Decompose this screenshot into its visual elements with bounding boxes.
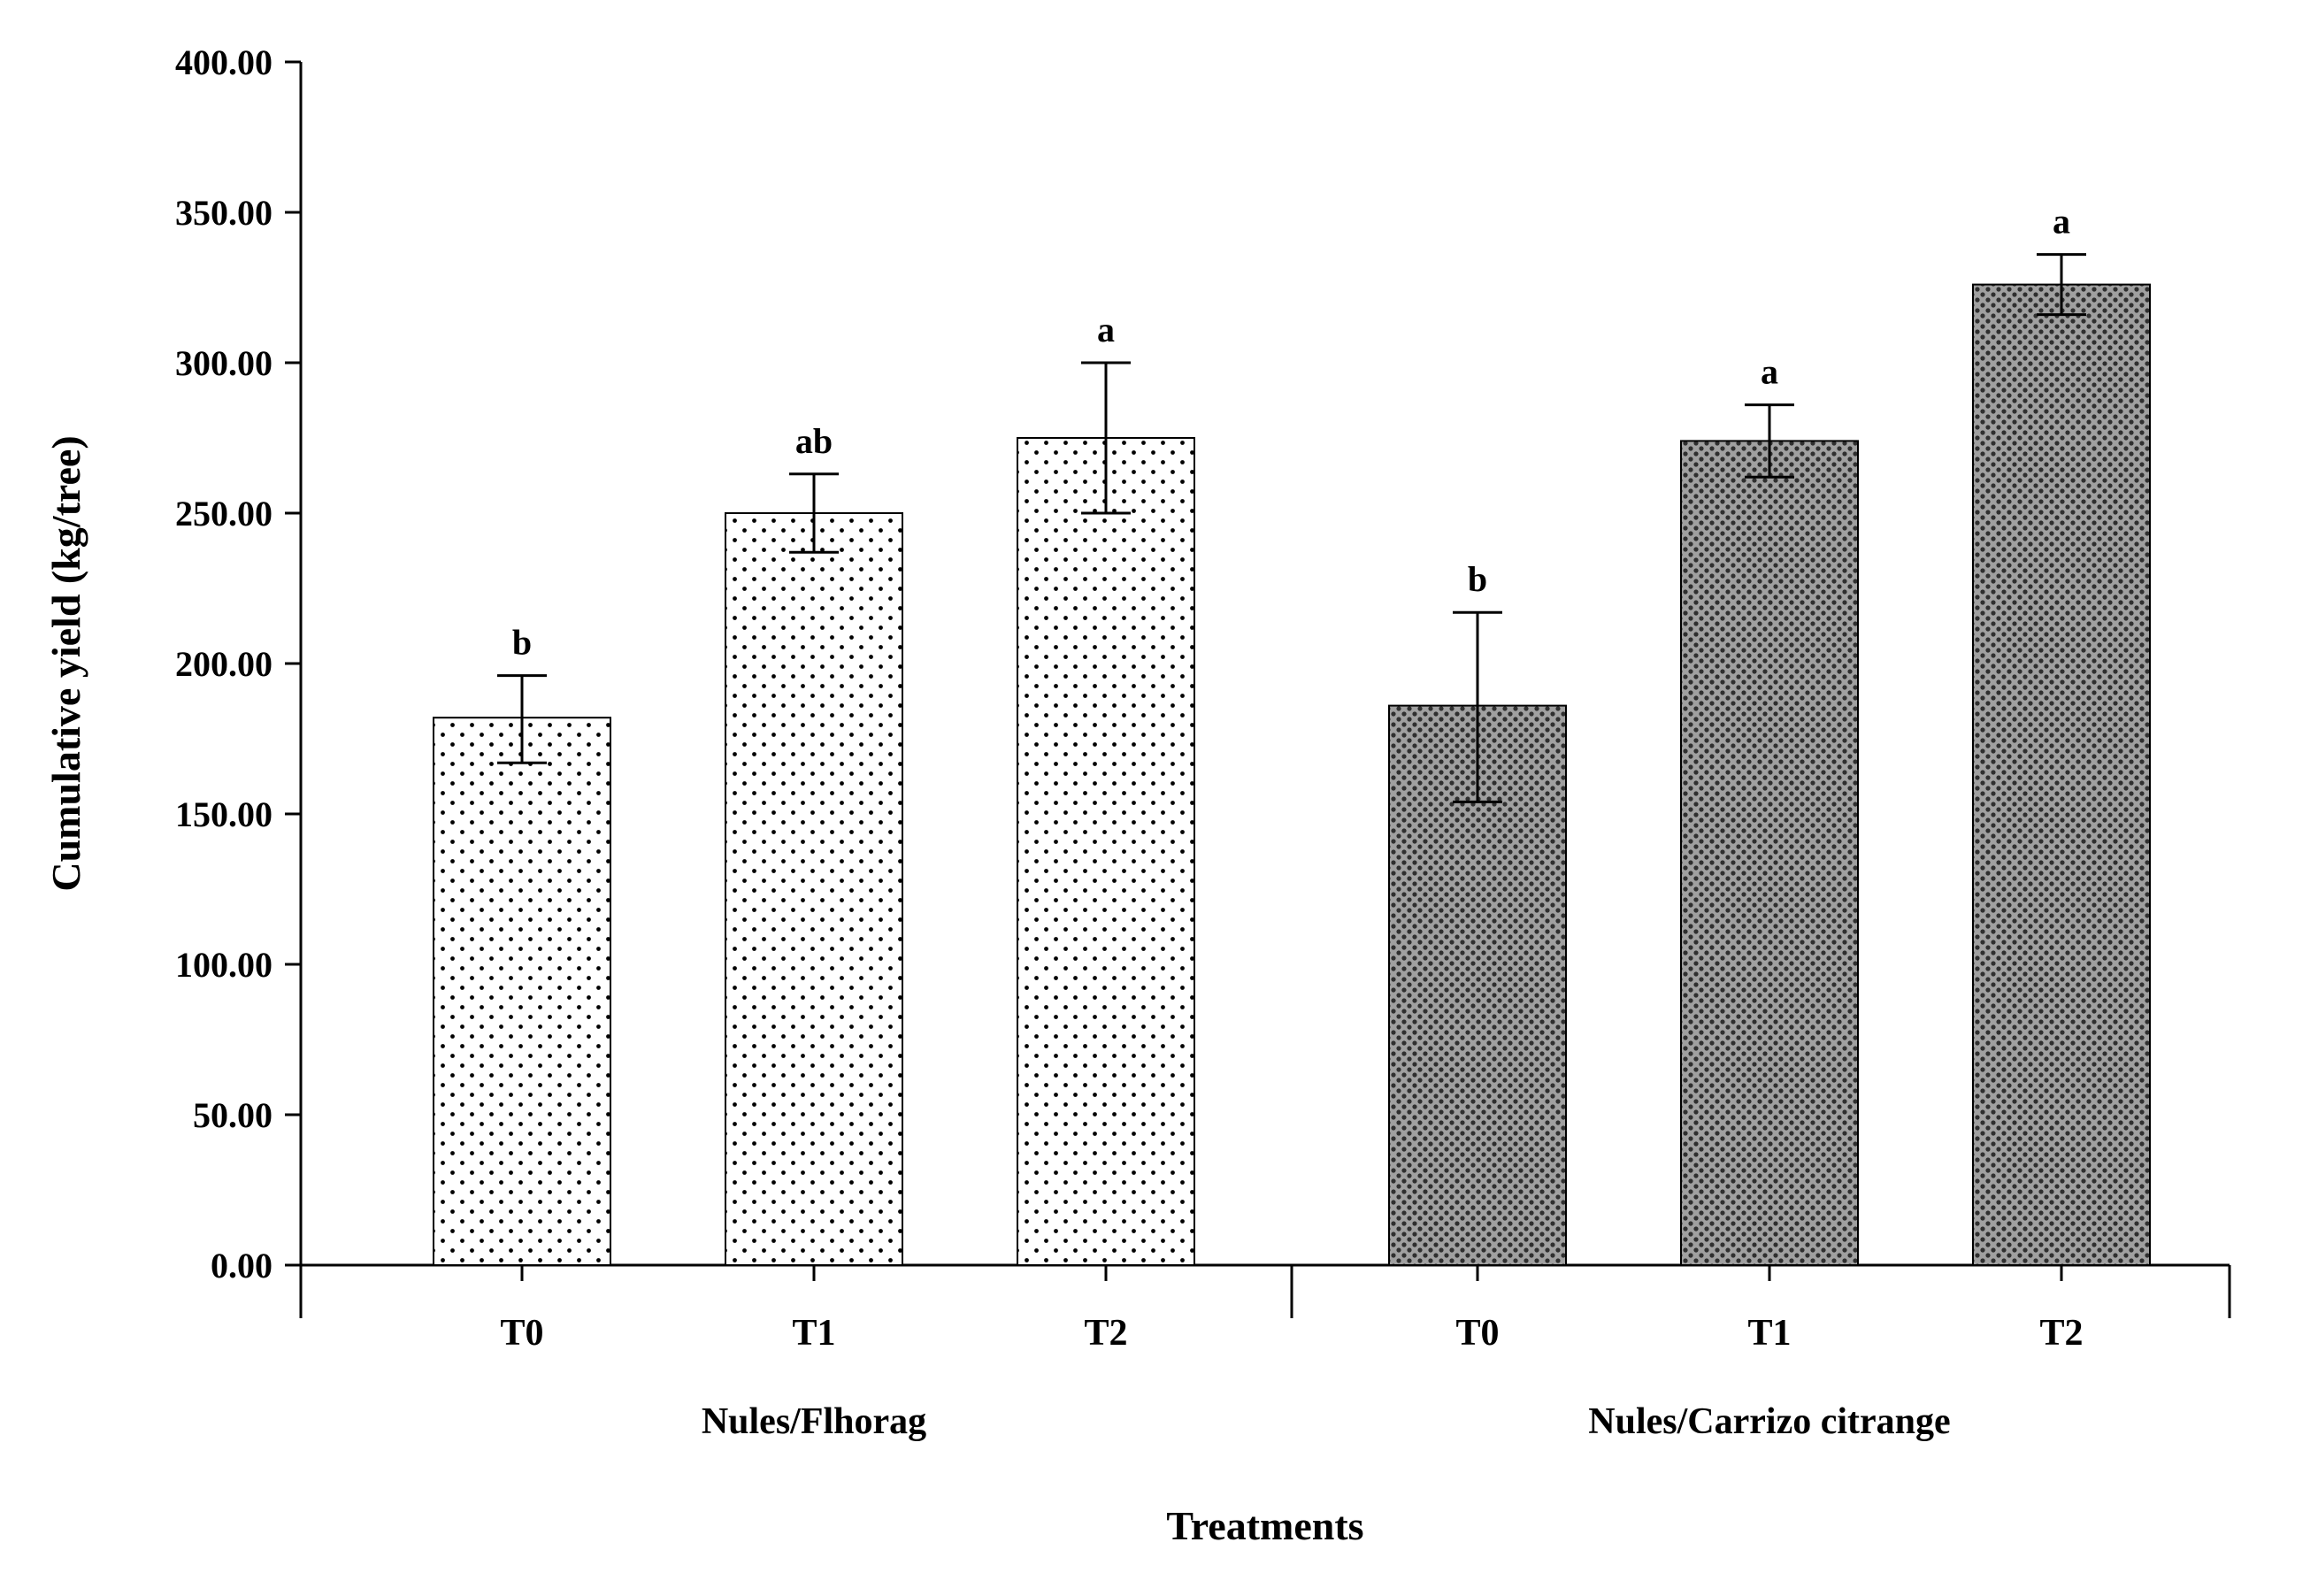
significance-label: b (512, 623, 532, 663)
y-tick-label: 200.00 (175, 644, 272, 684)
x-category-label: T2 (2039, 1313, 2083, 1354)
bar (1017, 438, 1194, 1265)
y-tick-label: 0.00 (211, 1246, 272, 1285)
significance-label: b (1468, 559, 1487, 599)
y-tick-label: 300.00 (175, 343, 272, 383)
bar (434, 717, 610, 1265)
significance-label: a (2053, 202, 2070, 242)
x-category-label: T0 (500, 1313, 543, 1354)
y-tick-label: 400.00 (175, 42, 272, 82)
y-tick-label: 350.00 (175, 193, 272, 233)
y-tick-label: 250.00 (175, 494, 272, 533)
yield-bar-chart: 0.00 50.00 100.00 150.00 200.00 250.00 300.00 3… (0, 0, 2318, 1596)
y-tick-label: 150.00 (175, 794, 272, 834)
group-label: Nules/Flhorag (702, 1401, 926, 1442)
y-tick-label: 50.00 (193, 1095, 272, 1135)
bar (1973, 285, 2150, 1265)
y-axis-title: Cumulative yield (kg/tree) (43, 435, 88, 891)
group-label: Nules/Carrizo citrange (1588, 1401, 1950, 1442)
significance-label: a (1761, 352, 1778, 392)
x-category-label: T2 (1084, 1313, 1127, 1354)
bar (725, 513, 902, 1265)
bar (1681, 441, 1858, 1265)
x-category-label: T1 (1747, 1313, 1791, 1354)
x-category-label: T1 (792, 1313, 835, 1354)
significance-label: a (1097, 310, 1115, 349)
x-category-label: T0 (1455, 1313, 1499, 1354)
x-axis-title: Treatments (1166, 1503, 1363, 1548)
y-tick-label: 100.00 (175, 945, 272, 985)
significance-label: ab (795, 421, 833, 461)
